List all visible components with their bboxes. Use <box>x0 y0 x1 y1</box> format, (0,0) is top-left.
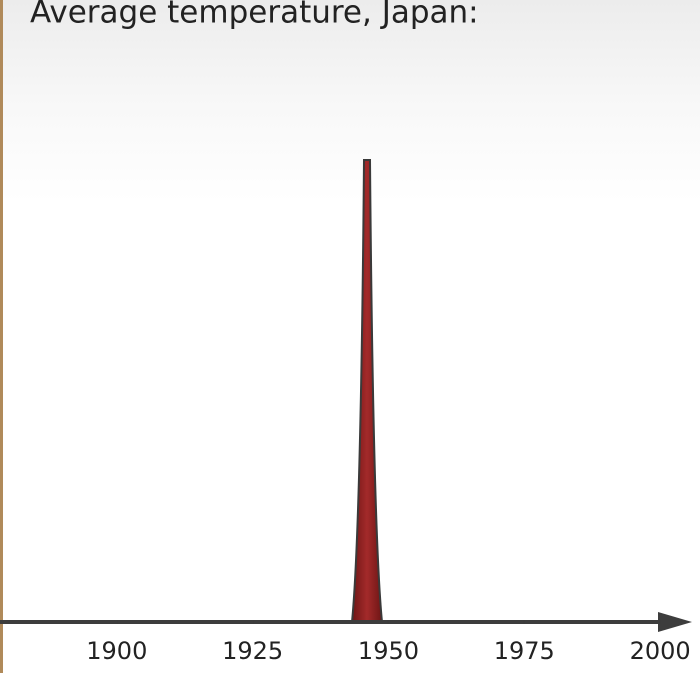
x-tick-label: 2000 <box>630 637 691 665</box>
left-border <box>0 0 3 673</box>
x-tick-label: 1975 <box>494 637 555 665</box>
x-tick-label: 1925 <box>222 637 283 665</box>
x-tick-label: 1950 <box>358 637 419 665</box>
chart-title: Average temperature, Japan: <box>30 0 479 31</box>
x-tick-label: 1900 <box>86 637 147 665</box>
spike <box>350 159 384 623</box>
x-axis-arrow <box>658 612 692 632</box>
